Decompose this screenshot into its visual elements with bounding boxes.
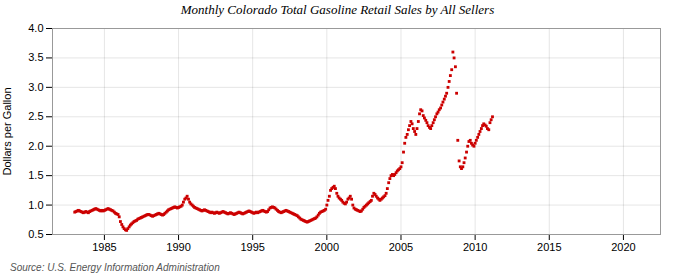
svg-text:Dollars per Gallon: Dollars per Gallon	[1, 87, 13, 175]
svg-text:2000: 2000	[315, 241, 339, 253]
svg-text:1990: 1990	[166, 241, 190, 253]
svg-text:0.5: 0.5	[28, 228, 43, 240]
svg-text:2010: 2010	[463, 241, 487, 253]
svg-text:3.0: 3.0	[28, 81, 43, 93]
html-text:Monthly Colorado Total Gasolin: Monthly Colorado Total Gasoline Retail S…	[180, 2, 495, 17]
svg-text:2005: 2005	[389, 241, 413, 253]
svg-text:2020: 2020	[611, 241, 635, 253]
svg-text:1.0: 1.0	[28, 199, 43, 211]
svg-text:1985: 1985	[92, 241, 116, 253]
svg-text:2015: 2015	[537, 241, 561, 253]
svg-text:2.5: 2.5	[28, 110, 43, 122]
svg-text:1995: 1995	[240, 241, 264, 253]
html-text:Source: U.S. Energy Informatio: Source: U.S. Energy Information Administ…	[10, 262, 220, 273]
svg-text:1.5: 1.5	[28, 169, 43, 181]
svg-text:3.5: 3.5	[28, 51, 43, 63]
svg-text:4.0: 4.0	[28, 22, 43, 34]
svg-text:2.0: 2.0	[28, 140, 43, 152]
